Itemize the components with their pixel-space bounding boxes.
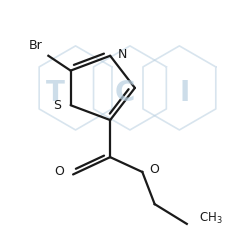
Text: O: O <box>150 163 160 176</box>
Text: Br: Br <box>29 40 43 52</box>
Text: N: N <box>117 48 127 61</box>
Text: CH$_3$: CH$_3$ <box>199 211 223 226</box>
Text: C: C <box>115 79 135 107</box>
Text: T: T <box>46 79 65 107</box>
Text: S: S <box>53 99 61 112</box>
Text: I: I <box>179 79 190 107</box>
Text: O: O <box>54 166 64 178</box>
